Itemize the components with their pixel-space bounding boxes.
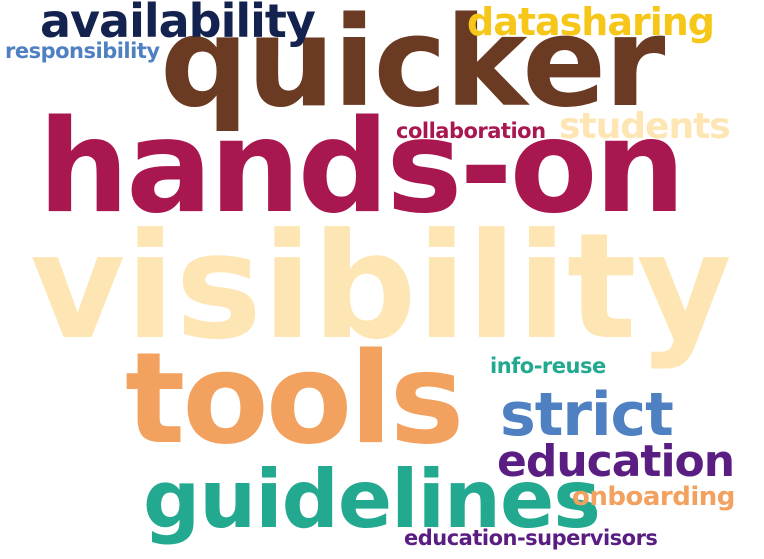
word-strict: strict [500,380,674,450]
word-availability: availability [40,0,316,48]
word-info-reuse: info-reuse [490,354,606,378]
word-onboarding: onboarding [572,482,735,512]
word-quicker: quicker [160,0,665,135]
word-hands-on: hands-on [38,93,686,242]
word-visibility: visibility [30,202,732,372]
word-responsibility: responsibility [5,39,160,63]
word-education: education [497,436,735,487]
word-education-supervisors: education-supervisors [404,526,658,550]
word-datasharing: datasharing [467,0,715,44]
word-collaboration: collaboration [396,119,546,143]
word-tools: tools [125,325,465,472]
word-students: students [559,106,731,147]
word-guidelines: guidelines [143,453,601,546]
